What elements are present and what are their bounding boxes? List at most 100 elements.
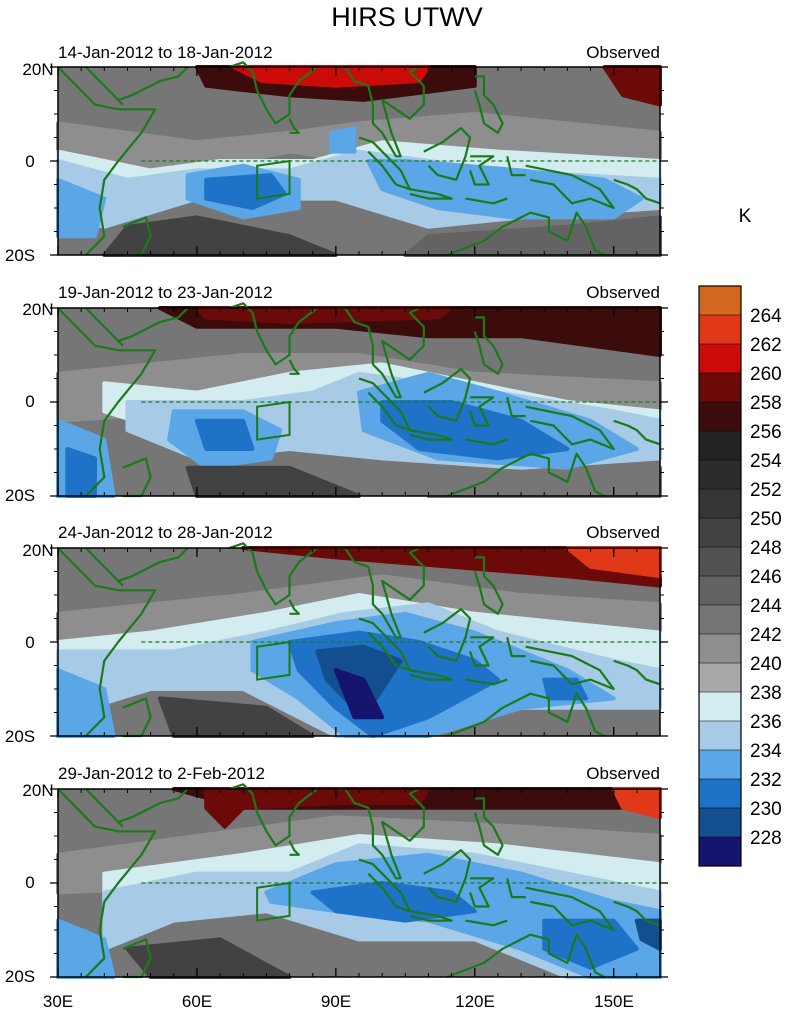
panel-date-range: 24-Jan-2012 to 28-Jan-2012 [58, 523, 273, 542]
coastline [117, 788, 189, 823]
coastline [469, 396, 495, 427]
lat-label-0: 0 [25, 392, 34, 411]
contour-region [232, 65, 431, 88]
contour-region [333, 668, 385, 720]
lon-label-30e: 30E [43, 992, 73, 1011]
colorbar-level-label: 236 [750, 712, 782, 733]
study-box [256, 159, 291, 200]
coastline [288, 118, 300, 134]
study-box [256, 400, 291, 441]
colorbar-level-label: 228 [750, 828, 782, 849]
colorbar: 228 230 232 234 236 238 240 242 244 246 248 250 252 2… [698, 285, 782, 867]
coastline [57, 66, 157, 256]
coastline [473, 316, 504, 375]
colorbar-swatch [699, 808, 741, 838]
colorbar-level-label: 244 [750, 596, 782, 617]
coastline [409, 188, 453, 200]
lat-label-20n: 20N [22, 60, 53, 79]
lat-label-0: 0 [25, 633, 34, 652]
contour-region [542, 918, 639, 970]
colorbar-swatch [699, 663, 741, 693]
axis-ticks [50, 547, 668, 737]
coastline [613, 419, 661, 446]
axis-ticks [50, 788, 668, 978]
colorbar-level-label: 260 [750, 364, 782, 385]
colorbar-swatch [699, 344, 741, 374]
colorbar-swatch [699, 489, 741, 519]
coastline [335, 787, 425, 880]
coastline [117, 307, 189, 342]
coastline [446, 692, 605, 738]
lon-axis-labels: 30E 60E 90E 120E 150E [43, 992, 634, 1011]
lat-label-20s: 20S [5, 967, 35, 986]
coastline [409, 910, 453, 922]
coastline [469, 636, 495, 667]
coastline [506, 397, 526, 418]
coastline [473, 797, 504, 856]
coastline [423, 126, 472, 181]
colorbar-swatch [699, 576, 741, 606]
coastline [288, 840, 300, 856]
colorbar-level-label: 240 [750, 654, 782, 675]
panel-1: 14-Jan-2012 to 18-Jan-2012 Observed 20N … [5, 43, 668, 265]
coastline [613, 900, 661, 927]
colorbar-swatch [699, 779, 741, 809]
lat-label-20s: 20S [5, 486, 35, 505]
coastline [506, 156, 526, 177]
coastline [335, 65, 425, 158]
colorbar-level-label: 254 [750, 451, 782, 472]
coastline [465, 438, 508, 446]
colorbar-swatch [699, 750, 741, 780]
study-box [256, 881, 291, 922]
coastline [57, 547, 157, 737]
coastline [409, 669, 453, 681]
panel-date-range: 19-Jan-2012 to 23-Jan-2012 [58, 283, 273, 302]
colorbar-swatch [699, 431, 741, 461]
coastline [288, 599, 300, 615]
panel-label: Observed [586, 283, 660, 302]
lon-label-120e: 120E [455, 992, 495, 1011]
coastline [613, 659, 661, 686]
figure-title: HIRS UTWV [331, 2, 483, 32]
colorbar-swatch [699, 692, 741, 722]
coastline [288, 359, 300, 375]
colorbar-level-label: 248 [750, 538, 782, 559]
colorbar-level-label: 264 [750, 306, 782, 327]
coastline [57, 307, 157, 497]
panel-label: Observed [586, 764, 660, 783]
coastline [506, 878, 526, 899]
coastline [85, 788, 124, 828]
coastline [506, 637, 526, 658]
colorbar-swatch [699, 605, 741, 635]
lon-label-60e: 60E [182, 992, 212, 1011]
lat-label-20n: 20N [22, 541, 53, 560]
coastline [465, 197, 508, 205]
colorbar-level-label: 246 [750, 567, 782, 588]
colorbar-swatch [699, 315, 741, 345]
colorbar-level-label: 230 [750, 799, 782, 820]
colorbar-level-label: 242 [750, 625, 782, 646]
lat-label-20s: 20S [5, 246, 35, 265]
coastline [423, 367, 472, 422]
coastline [613, 178, 661, 205]
coastline [335, 306, 425, 399]
coastline [117, 66, 189, 101]
colorbar-level-label: 258 [750, 393, 782, 414]
panel-label: Observed [586, 523, 660, 542]
colorbar-swatch [699, 286, 741, 316]
coastline [423, 607, 472, 662]
coastline [525, 164, 615, 210]
colorbar-swatch [699, 837, 741, 867]
panel-date-range: 14-Jan-2012 to 18-Jan-2012 [58, 43, 273, 62]
coastline [85, 547, 124, 587]
panel-4: 29-Jan-2012 to 2-Feb-2012 Observed 20N 0… [5, 764, 668, 986]
coastline [525, 645, 615, 691]
panel-label: Observed [586, 43, 660, 62]
coastline [446, 452, 605, 498]
coastline [446, 933, 605, 979]
coastline [85, 307, 124, 347]
colorbar-swatch [699, 518, 741, 548]
coastline [465, 919, 508, 927]
contour-region [204, 787, 431, 829]
